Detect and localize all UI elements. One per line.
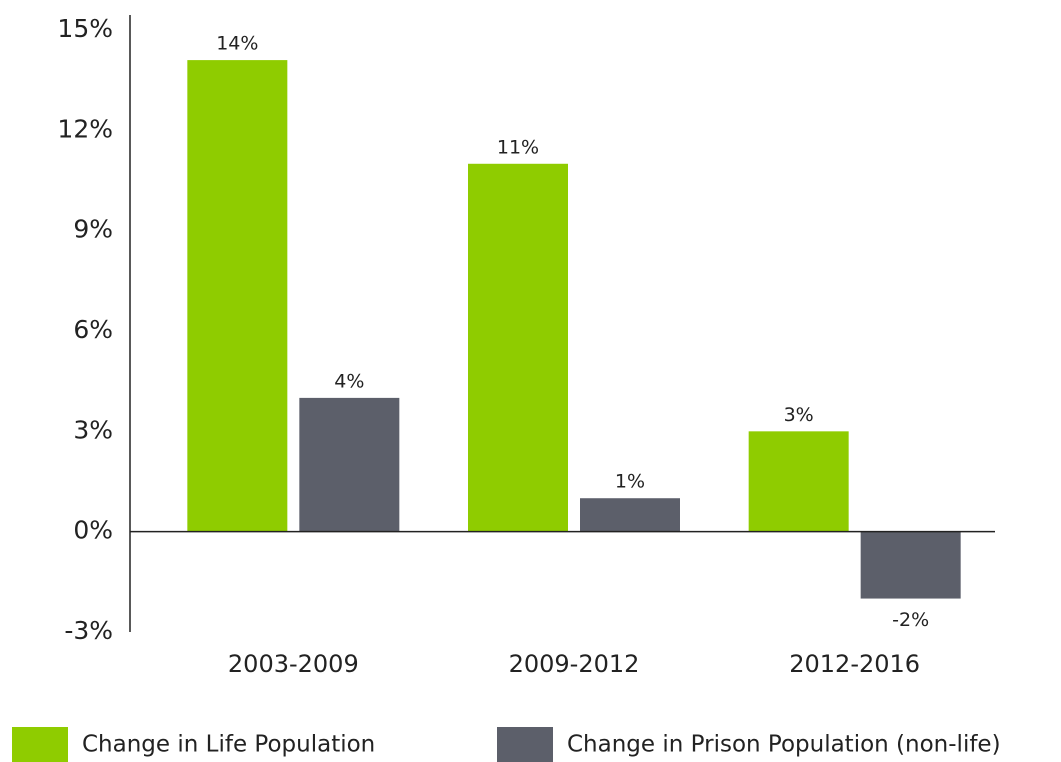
bar xyxy=(580,498,680,532)
y-tick-label: 3% xyxy=(73,415,113,444)
data-label: -2% xyxy=(892,609,929,631)
data-label: 4% xyxy=(334,370,364,392)
x-tick-label: 2012-2016 xyxy=(789,650,920,678)
y-tick-label: 15% xyxy=(57,14,113,43)
data-label: 14% xyxy=(216,33,258,55)
data-label: 3% xyxy=(784,404,814,426)
x-tick-label: 2009-2012 xyxy=(509,650,640,678)
y-tick-label: 12% xyxy=(57,114,113,143)
bar xyxy=(299,397,400,532)
bar xyxy=(187,60,288,532)
y-tick-label: 6% xyxy=(73,315,113,344)
x-tick-label: 2003-2009 xyxy=(228,650,359,678)
data-label: 11% xyxy=(497,136,539,158)
bar xyxy=(748,431,849,532)
legend-swatch xyxy=(497,727,553,762)
y-tick-label: 9% xyxy=(73,215,113,244)
legend-swatch xyxy=(12,727,68,762)
legend-label: Change in Prison Population (non-life) xyxy=(567,732,1001,758)
bar xyxy=(860,531,961,599)
data-label: 1% xyxy=(615,471,645,493)
y-tick-label: 0% xyxy=(73,516,113,545)
y-tick-label: -3% xyxy=(64,616,113,645)
legend-label: Change in Life Population xyxy=(82,732,375,758)
bar xyxy=(468,163,568,532)
